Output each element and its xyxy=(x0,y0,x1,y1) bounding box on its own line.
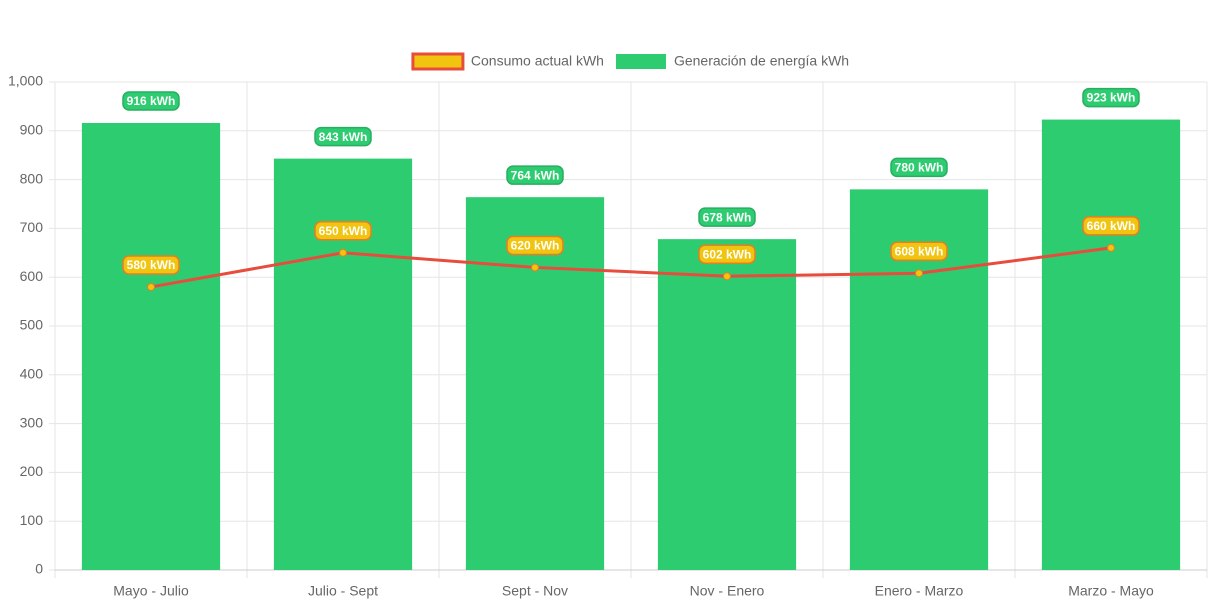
y-tick-label: 800 xyxy=(20,170,44,186)
y-tick-label: 100 xyxy=(20,512,44,528)
data-label: 923 kWh xyxy=(1087,91,1136,105)
bar xyxy=(81,122,221,570)
legend-label: Consumo actual kWh xyxy=(471,53,604,69)
data-label-box xyxy=(122,255,180,275)
data-label-box xyxy=(506,235,564,256)
data-label: 843 kWh xyxy=(319,130,368,144)
legend-swatch xyxy=(615,54,666,69)
data-label-box xyxy=(314,126,372,147)
data-label: 608 kWh xyxy=(895,244,944,258)
point xyxy=(723,272,731,281)
x-tick-label: Mayo - Julio xyxy=(113,583,189,599)
y-tick-label: 500 xyxy=(20,317,44,333)
bar xyxy=(465,197,605,570)
data-label-box xyxy=(122,91,180,111)
point xyxy=(915,269,923,278)
line xyxy=(150,246,1112,289)
data-label: 620 kWh xyxy=(511,239,560,253)
data-label: 678 kWh xyxy=(703,210,752,224)
legend-label: Generación de energía kWh xyxy=(674,53,849,69)
data-label-box xyxy=(314,221,372,241)
data-label-box xyxy=(506,165,564,185)
x-tick-label: Sept - Nov xyxy=(502,583,568,599)
y-tick-label: 0 xyxy=(35,561,43,577)
data-label-box xyxy=(698,244,756,264)
data-label: 580 kWh xyxy=(127,258,176,272)
data-label: 650 kWh xyxy=(319,224,368,238)
x-tick-label: Julio - Sept xyxy=(308,583,378,599)
data-label: 660 kWh xyxy=(1087,219,1136,233)
data-label: 764 kWh xyxy=(511,168,560,182)
data-label-box xyxy=(1082,216,1140,236)
x-tick-label: Marzo - Mayo xyxy=(1068,583,1154,599)
y-tick-label: 200 xyxy=(20,463,44,479)
x-tick-label: Nov - Enero xyxy=(690,583,765,599)
data-label: 780 kWh xyxy=(895,161,944,175)
point xyxy=(147,282,155,291)
data-label-box xyxy=(890,157,948,178)
y-tick-label: 400 xyxy=(20,366,44,382)
y-tick-label: 300 xyxy=(20,414,44,430)
data-label: 916 kWh xyxy=(127,94,176,108)
y-tick-label: 1,000 xyxy=(8,73,43,89)
y-tick-label: 600 xyxy=(20,268,44,284)
y-tick-label: 900 xyxy=(20,122,44,138)
data-label-box xyxy=(890,241,948,262)
data-label-box xyxy=(698,207,756,227)
data-label-box xyxy=(1082,87,1140,108)
bar xyxy=(273,158,413,570)
bar xyxy=(657,239,797,571)
x-tick-label: Enero - Marzo xyxy=(875,583,964,599)
bar xyxy=(1041,119,1181,571)
point xyxy=(339,248,347,257)
data-label: 602 kWh xyxy=(703,247,752,261)
point xyxy=(1107,243,1115,252)
legend-swatch xyxy=(411,52,465,71)
y-tick-label: 700 xyxy=(20,219,44,235)
point xyxy=(531,263,539,272)
